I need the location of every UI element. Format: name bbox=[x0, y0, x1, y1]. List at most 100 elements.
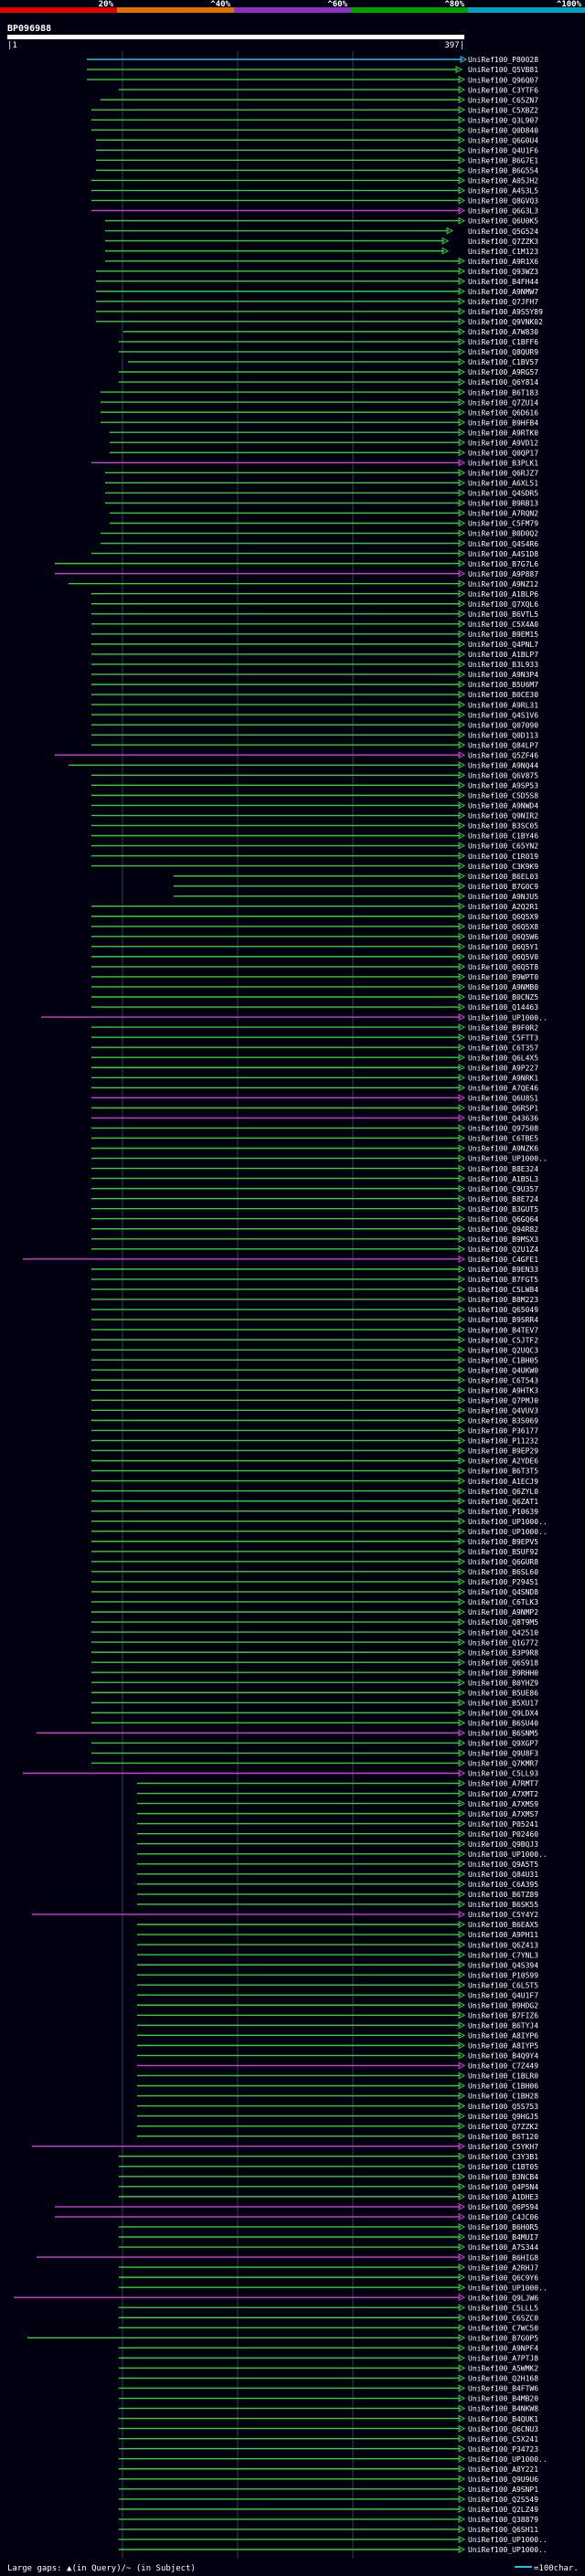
hit-row[interactable]: UniRef100_A9RG57 bbox=[119, 367, 538, 376]
hit-label[interactable]: UniRef100_C5D5S8 bbox=[468, 792, 538, 800]
hit-label[interactable]: UniRef100_B4TEV7 bbox=[468, 1326, 538, 1334]
hit-row[interactable]: UniRef100_A1BLP7 bbox=[91, 650, 538, 659]
hit-label[interactable]: UniRef100_B6TYJ4 bbox=[468, 2022, 538, 2030]
hit-row[interactable]: UniRef100_B6SNM5 bbox=[37, 1729, 538, 1738]
hit-label[interactable]: UniRef100_A9RL31 bbox=[468, 701, 538, 709]
hit-label[interactable]: UniRef100_Q9HGJ5 bbox=[468, 2113, 538, 2121]
hit-row[interactable]: UniRef100_B9EPV5 bbox=[91, 1537, 538, 1546]
hit-row[interactable]: UniRef100_A9R1X6 bbox=[105, 257, 538, 266]
hit-label[interactable]: UniRef100_UP1000.. bbox=[468, 1155, 548, 1163]
hit-label[interactable]: UniRef100_Q7ZU14 bbox=[468, 398, 538, 407]
hit-row[interactable]: UniRef100_B0YHZ9 bbox=[91, 1679, 538, 1687]
hit-row[interactable]: UniRef100_A9HTK3 bbox=[91, 1386, 538, 1394]
hit-row[interactable]: UniRef100_B9EN33 bbox=[91, 1265, 538, 1274]
hit-row[interactable]: UniRef100_A4S1D8 bbox=[91, 549, 538, 558]
hit-label[interactable]: UniRef100_A9R1X6 bbox=[468, 258, 538, 266]
hit-label[interactable]: UniRef100_B3S069 bbox=[468, 1417, 538, 1426]
hit-label[interactable]: UniRef100_A6XL51 bbox=[468, 480, 538, 488]
hit-label[interactable]: UniRef100_B7G7L6 bbox=[468, 560, 538, 568]
hit-label[interactable]: UniRef100_B3GUT5 bbox=[468, 1205, 538, 1214]
hit-row[interactable]: UniRef100_B4FTW6 bbox=[119, 2384, 538, 2393]
hit-row[interactable]: UniRef100_P11232 bbox=[91, 1436, 538, 1446]
hit-row[interactable]: UniRef100_A9RTK0 bbox=[110, 429, 538, 437]
hit-row[interactable]: UniRef100_Q7PMJ0 bbox=[91, 1396, 538, 1405]
hit-label[interactable]: UniRef100_B6EAX5 bbox=[468, 1921, 538, 1929]
hit-label[interactable]: UniRef100_A4S1D8 bbox=[468, 550, 538, 558]
hit-row[interactable]: UniRef100_B5XU17 bbox=[91, 1699, 538, 1707]
hit-label[interactable]: UniRef100_A9P887 bbox=[468, 570, 538, 578]
hit-label[interactable]: UniRef100_A9VD12 bbox=[468, 439, 538, 447]
hit-label[interactable]: UniRef100_B6SNM5 bbox=[468, 1730, 538, 1738]
hit-label[interactable]: UniRef100_C1BY46 bbox=[468, 832, 538, 841]
hit-label[interactable]: UniRef100_B4NKW8 bbox=[468, 2405, 538, 2413]
hit-row[interactable]: UniRef100_Q4PNL7 bbox=[91, 640, 538, 649]
hit-label[interactable]: UniRef100_Q93WZ3 bbox=[468, 268, 538, 276]
hit-label[interactable]: UniRef100_B6SL60 bbox=[468, 1568, 538, 1576]
hit-label[interactable]: UniRef100_B9F0R2 bbox=[468, 1023, 538, 1032]
hit-label[interactable]: UniRef100_UP1000.. bbox=[468, 1518, 548, 1526]
hit-label[interactable]: UniRef100_C6T543 bbox=[468, 1376, 538, 1384]
hit-label[interactable]: UniRef100_C5FTT3 bbox=[468, 1034, 538, 1042]
hit-row[interactable]: UniRef100_C6L5T5 bbox=[137, 1981, 538, 1989]
hit-label[interactable]: UniRef100_C6A395 bbox=[468, 1881, 538, 1889]
hit-label[interactable]: UniRef100_Q6RJZ7 bbox=[468, 470, 538, 478]
hit-row[interactable]: UniRef100_Q1G772 bbox=[91, 1638, 538, 1647]
hit-row[interactable]: UniRef100_Q5ZF46 bbox=[55, 751, 538, 759]
hit-row[interactable]: UniRef100_C1BY46 bbox=[91, 832, 538, 841]
hit-row[interactable]: UniRef100_Q9LDX4 bbox=[91, 1709, 538, 1718]
hit-label[interactable]: UniRef100_C3Y3B1 bbox=[468, 2153, 538, 2161]
hit-row[interactable]: UniRef100_Q94R82 bbox=[91, 1224, 538, 1234]
hit-row[interactable]: UniRef100_Q6GQ64 bbox=[91, 1214, 538, 1224]
hit-row[interactable]: UniRef100_A7XMT2 bbox=[137, 1789, 538, 1798]
hit-row[interactable]: UniRef100_A9VD12 bbox=[110, 439, 538, 447]
hit-label[interactable]: UniRef100_P36177 bbox=[468, 1427, 538, 1436]
hit-row[interactable]: UniRef100_A7RQN2 bbox=[110, 509, 538, 518]
hit-label[interactable]: UniRef100_A7XMT2 bbox=[468, 1790, 538, 1798]
hit-row[interactable]: UniRef100_A05JH2 bbox=[91, 176, 538, 186]
hit-row[interactable]: UniRef100_C6T357 bbox=[91, 1044, 538, 1052]
hit-label[interactable]: UniRef100_B9HDG2 bbox=[468, 2001, 538, 2009]
hit-label[interactable]: UniRef100_Q6ZYL0 bbox=[468, 1488, 538, 1496]
hit-row[interactable]: UniRef100_B6SK55 bbox=[137, 1900, 538, 1909]
hit-label[interactable]: UniRef100_B3NCB4 bbox=[468, 2173, 538, 2181]
hit-row[interactable]: UniRef100_C6A395 bbox=[137, 1880, 538, 1889]
hit-row[interactable]: UniRef100_B9SRR4 bbox=[91, 1316, 538, 1324]
hit-label[interactable]: UniRef100_C1BLR0 bbox=[468, 2072, 538, 2081]
hit-label[interactable]: UniRef100_B5UE86 bbox=[468, 1689, 538, 1697]
hit-row[interactable]: UniRef100_C65YN2 bbox=[91, 842, 538, 851]
hit-label[interactable]: UniRef100_Q6Q5X8 bbox=[468, 923, 538, 931]
hit-label[interactable]: UniRef100_C1BH06 bbox=[468, 2083, 538, 2091]
hit-label[interactable]: UniRef100_Q7ZZK2 bbox=[468, 2123, 538, 2131]
hit-row[interactable]: UniRef100_Q2S549 bbox=[119, 2495, 538, 2504]
hit-label[interactable]: UniRef100_Q1G772 bbox=[468, 1638, 538, 1647]
hit-label[interactable]: UniRef100_A7S344 bbox=[468, 2243, 538, 2252]
hit-label[interactable]: UniRef100_Q6ZAT1 bbox=[468, 1498, 538, 1506]
hit-row[interactable]: UniRef100_C65ZN7 bbox=[101, 96, 538, 104]
hit-label[interactable]: UniRef100_B7FGT5 bbox=[468, 1276, 538, 1284]
hit-label[interactable]: UniRef100_C5XBZ2 bbox=[468, 106, 538, 114]
hit-row[interactable]: UniRef100_B9HFB4 bbox=[101, 419, 538, 427]
hit-row[interactable]: UniRef100_B6TYJ4 bbox=[137, 2021, 538, 2030]
hit-row[interactable]: UniRef100_Q5S753 bbox=[137, 2102, 538, 2111]
hit-row[interactable]: UniRef100_A1BLP6 bbox=[91, 589, 538, 599]
hit-row[interactable]: UniRef100_A9NMW7 bbox=[96, 287, 538, 296]
hit-label[interactable]: UniRef100_Q07090 bbox=[468, 721, 538, 729]
hit-row[interactable]: UniRef100_Q6D616 bbox=[101, 408, 538, 417]
hit-row[interactable]: UniRef100_A2RHJ7 bbox=[119, 2263, 538, 2272]
hit-label[interactable]: UniRef100_A4S3L5 bbox=[468, 187, 538, 196]
hit-row[interactable]: UniRef100_C5LL93 bbox=[23, 1769, 538, 1778]
hit-row[interactable]: UniRef100_Q7ZZK3 bbox=[105, 237, 538, 246]
hit-label[interactable]: UniRef100_B4FH44 bbox=[468, 278, 538, 286]
hit-row[interactable]: UniRef100_B3P9R8 bbox=[91, 1648, 538, 1657]
hit-row[interactable]: UniRef100_Q4P5N4 bbox=[119, 2182, 538, 2191]
hit-label[interactable]: UniRef100_UP1000.. bbox=[468, 1850, 548, 1859]
hit-row[interactable]: UniRef100_C7WC50 bbox=[119, 2324, 538, 2332]
hit-row[interactable]: UniRef100_Q6R5P1 bbox=[91, 1104, 538, 1113]
hit-row[interactable]: UniRef100_C6SZC0 bbox=[119, 2314, 538, 2322]
hit-row[interactable]: UniRef100_UP1000.. bbox=[119, 2535, 548, 2544]
hit-row[interactable]: UniRef100_Q7XQL6 bbox=[91, 599, 538, 609]
hit-label[interactable]: UniRef100_C5LLL5 bbox=[468, 2304, 538, 2312]
hit-row[interactable]: UniRef100_C5FM79 bbox=[110, 519, 538, 528]
hit-row[interactable]: UniRef100_A9NJU5 bbox=[174, 892, 538, 901]
hit-label[interactable]: UniRef100_Q4SND8 bbox=[468, 1588, 538, 1596]
